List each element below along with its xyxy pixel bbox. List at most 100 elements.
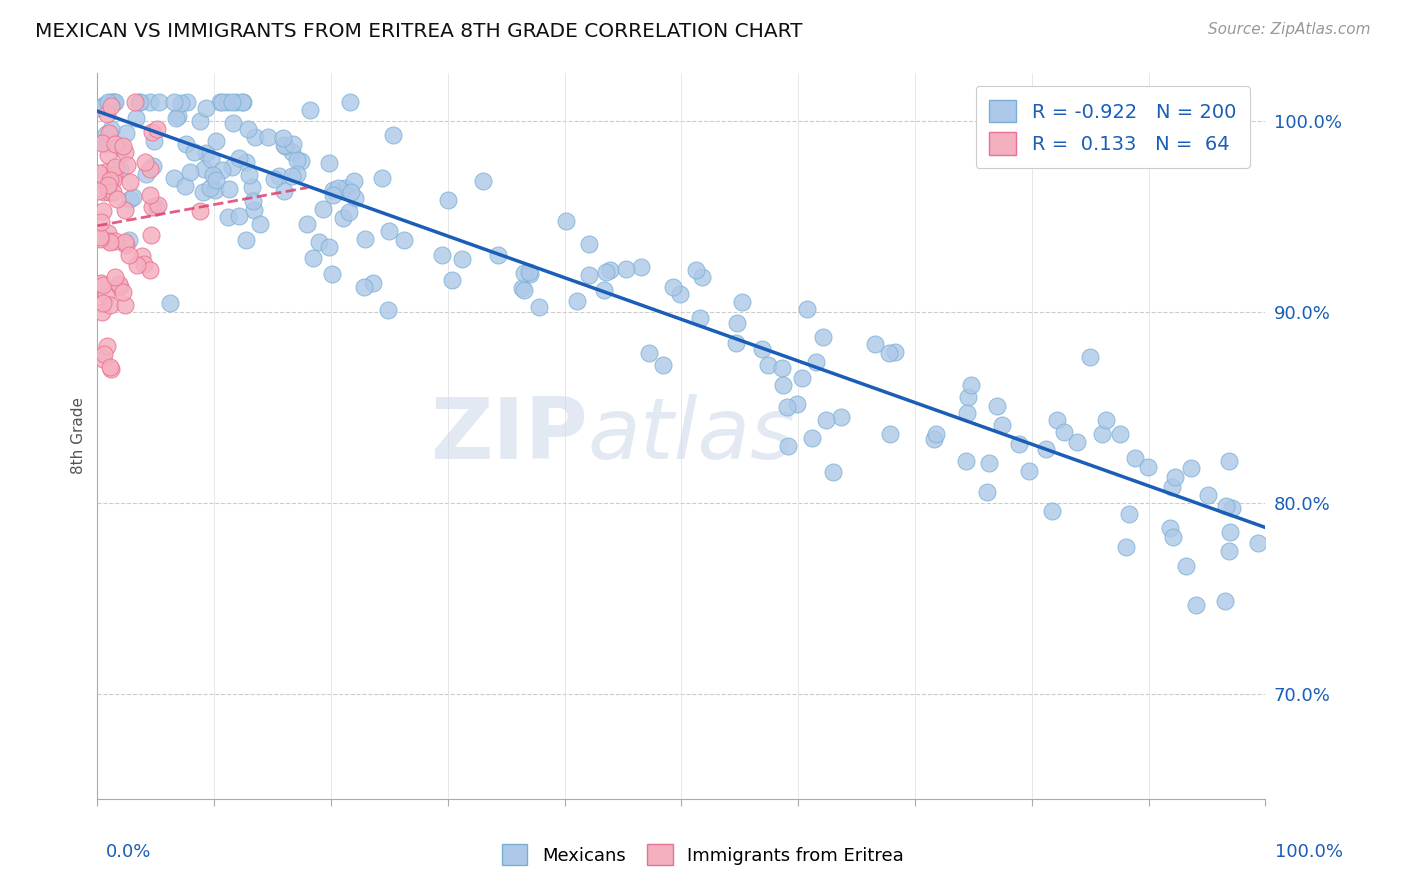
Point bbox=[638, 346, 661, 360]
Point bbox=[377, 302, 399, 317]
Point bbox=[111, 285, 134, 299]
Point bbox=[125, 258, 148, 272]
Point bbox=[863, 337, 886, 351]
Point bbox=[772, 377, 794, 392]
Point bbox=[138, 262, 160, 277]
Point bbox=[134, 155, 156, 169]
Point bbox=[371, 170, 394, 185]
Point bbox=[337, 205, 360, 219]
Point bbox=[166, 109, 188, 123]
Text: 100.0%: 100.0% bbox=[1275, 843, 1343, 861]
Point bbox=[555, 214, 578, 228]
Point bbox=[138, 95, 160, 109]
Point bbox=[191, 186, 214, 200]
Point bbox=[103, 95, 125, 109]
Point bbox=[159, 295, 181, 310]
Point bbox=[991, 417, 1014, 432]
Point bbox=[922, 433, 945, 447]
Point bbox=[1078, 350, 1101, 364]
Point bbox=[813, 330, 835, 344]
Point bbox=[103, 168, 125, 182]
Point bbox=[730, 295, 752, 310]
Point bbox=[599, 262, 621, 277]
Point bbox=[110, 141, 132, 155]
Point bbox=[725, 317, 748, 331]
Point bbox=[146, 122, 169, 136]
Point bbox=[1159, 520, 1181, 534]
Point bbox=[107, 277, 129, 291]
Point bbox=[235, 154, 257, 169]
Point bbox=[142, 159, 165, 173]
Point bbox=[194, 101, 217, 115]
Point bbox=[392, 233, 415, 247]
Point bbox=[176, 95, 198, 109]
Point bbox=[322, 183, 344, 197]
Point bbox=[243, 129, 266, 144]
Point bbox=[1161, 530, 1184, 544]
Point bbox=[232, 95, 254, 109]
Point bbox=[977, 456, 1000, 470]
Point bbox=[884, 344, 907, 359]
Point bbox=[436, 193, 458, 207]
Point bbox=[117, 158, 139, 172]
Point bbox=[141, 125, 163, 139]
Point bbox=[138, 161, 160, 176]
Point bbox=[188, 114, 211, 128]
Point bbox=[281, 169, 304, 184]
Point bbox=[340, 185, 363, 199]
Point bbox=[796, 301, 818, 316]
Point bbox=[238, 121, 260, 136]
Point bbox=[1247, 535, 1270, 549]
Point bbox=[104, 136, 127, 151]
Point bbox=[100, 95, 122, 109]
Point bbox=[685, 263, 707, 277]
Point bbox=[163, 95, 186, 109]
Point bbox=[924, 426, 946, 441]
Point bbox=[222, 116, 245, 130]
Point bbox=[290, 153, 312, 168]
Point bbox=[141, 200, 163, 214]
Point bbox=[1220, 500, 1243, 515]
Point bbox=[143, 135, 166, 149]
Point bbox=[242, 194, 264, 208]
Y-axis label: 8th Grade: 8th Grade bbox=[72, 397, 86, 475]
Point bbox=[318, 156, 340, 170]
Point bbox=[173, 179, 195, 194]
Point bbox=[135, 167, 157, 181]
Point bbox=[322, 187, 344, 202]
Point bbox=[89, 232, 111, 246]
Point bbox=[1095, 413, 1118, 427]
Point bbox=[215, 95, 238, 109]
Point bbox=[513, 283, 536, 297]
Point bbox=[231, 95, 253, 109]
Point bbox=[179, 165, 201, 179]
Point bbox=[124, 95, 146, 109]
Point bbox=[90, 276, 112, 290]
Point bbox=[91, 278, 114, 293]
Point bbox=[976, 485, 998, 500]
Legend: R = -0.922   N = 200, R =  0.133   N =  64: R = -0.922 N = 200, R = 0.133 N = 64 bbox=[976, 87, 1250, 169]
Point bbox=[195, 145, 218, 160]
Point bbox=[104, 95, 127, 109]
Point bbox=[115, 126, 138, 140]
Point bbox=[381, 128, 404, 143]
Point bbox=[756, 359, 779, 373]
Point bbox=[814, 413, 837, 427]
Point bbox=[97, 135, 120, 149]
Point bbox=[225, 95, 247, 109]
Point bbox=[128, 95, 150, 109]
Point bbox=[91, 352, 114, 367]
Point bbox=[93, 347, 115, 361]
Point bbox=[285, 153, 308, 167]
Point bbox=[519, 265, 541, 279]
Point bbox=[1180, 461, 1202, 475]
Point bbox=[100, 362, 122, 376]
Point bbox=[786, 397, 808, 411]
Point bbox=[271, 130, 294, 145]
Point bbox=[689, 310, 711, 325]
Point bbox=[114, 145, 136, 159]
Point bbox=[114, 235, 136, 249]
Point bbox=[104, 235, 127, 249]
Point bbox=[1053, 425, 1076, 439]
Text: ZIP: ZIP bbox=[430, 394, 588, 477]
